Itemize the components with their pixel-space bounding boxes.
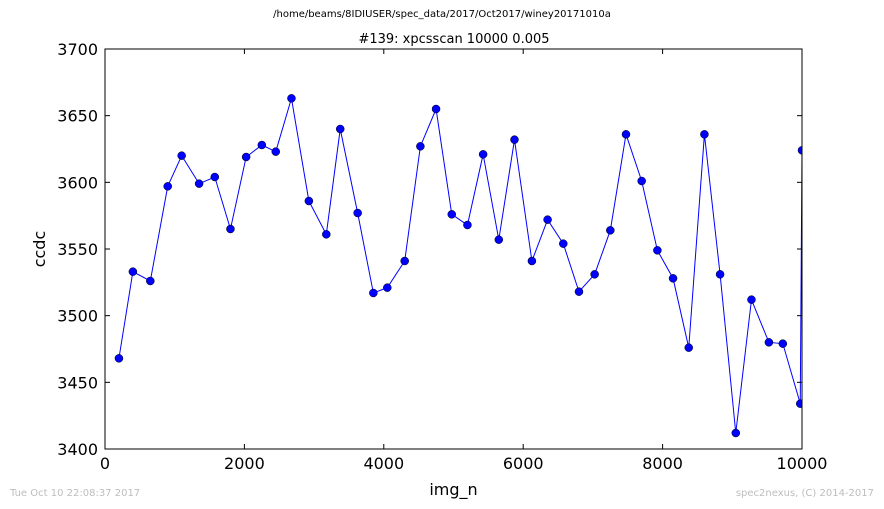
data-point <box>478 150 488 159</box>
chart-title: #139: xpcsscan 10000 0.005 <box>358 32 549 47</box>
y-tick-label: 3650 <box>57 107 98 126</box>
data-point <box>383 283 392 292</box>
data-point <box>731 428 741 438</box>
data-point <box>369 288 378 298</box>
y-tick-label: 3450 <box>57 373 98 392</box>
data-point <box>128 267 138 276</box>
x-tick-label: 10000 <box>777 454 828 473</box>
data-point <box>353 208 362 218</box>
data-point <box>796 399 802 408</box>
data-point <box>447 210 457 219</box>
x-axis-label: img_n <box>429 480 477 500</box>
y-tick-label: 3600 <box>57 173 98 192</box>
data-point <box>778 339 788 348</box>
x-tick-label: 0 <box>100 454 110 473</box>
data-point <box>606 226 615 235</box>
axis-ticks: 0 2000 4000 6000 8000 10000 3400 3450 3500 3550 36… <box>57 40 827 473</box>
data-point <box>287 94 296 103</box>
data-point <box>684 343 693 352</box>
data-point <box>163 182 172 191</box>
y-axis-label: ccdc <box>30 231 49 268</box>
data-point <box>494 235 504 244</box>
data-point <box>241 152 251 162</box>
data-point <box>621 130 631 139</box>
credit-text: spec2nexus, (C) 2014-2017 <box>735 488 874 499</box>
y-tick-label: 3500 <box>57 307 98 326</box>
data-point <box>590 270 599 279</box>
data-point <box>177 151 186 160</box>
y-tick-label: 3550 <box>57 240 98 259</box>
data-point <box>797 146 802 155</box>
timestamp-text: Tue Oct 10 22:08:37 2017 <box>10 488 141 499</box>
x-tick-label: 4000 <box>363 454 404 473</box>
data-point <box>322 230 331 239</box>
data-point <box>194 179 204 188</box>
data-point <box>653 246 662 255</box>
data-point <box>463 220 472 230</box>
x-tick-label: 6000 <box>503 454 544 473</box>
data-point <box>304 196 314 206</box>
data-point <box>747 295 756 304</box>
data-point <box>510 135 519 144</box>
data-point <box>637 176 646 186</box>
series-line <box>118 98 802 434</box>
plot-area <box>114 94 802 438</box>
data-point <box>257 140 267 150</box>
data-point <box>668 274 678 283</box>
figure-suptitle: /home/beams/8IDIUSER/spec_data/2017/Oct2… <box>273 9 611 20</box>
data-point <box>400 256 409 266</box>
data-point <box>210 172 220 182</box>
data-point <box>271 147 281 156</box>
data-point <box>574 287 584 296</box>
data-point <box>527 256 537 266</box>
data-point <box>700 130 709 139</box>
y-tick-label: 3400 <box>57 440 98 459</box>
data-point <box>146 276 155 286</box>
data-point <box>559 239 568 248</box>
data-point <box>335 124 345 134</box>
data-point <box>431 104 441 114</box>
x-tick-label: 2000 <box>224 454 265 473</box>
y-tick-label: 3700 <box>57 40 98 59</box>
data-point <box>715 270 725 279</box>
data-point <box>416 142 425 151</box>
axes-frame <box>104 48 803 450</box>
data-point <box>543 215 552 224</box>
data-point <box>764 338 774 347</box>
data-point <box>114 354 124 363</box>
data-point <box>226 224 235 234</box>
x-tick-label: 8000 <box>642 454 683 473</box>
